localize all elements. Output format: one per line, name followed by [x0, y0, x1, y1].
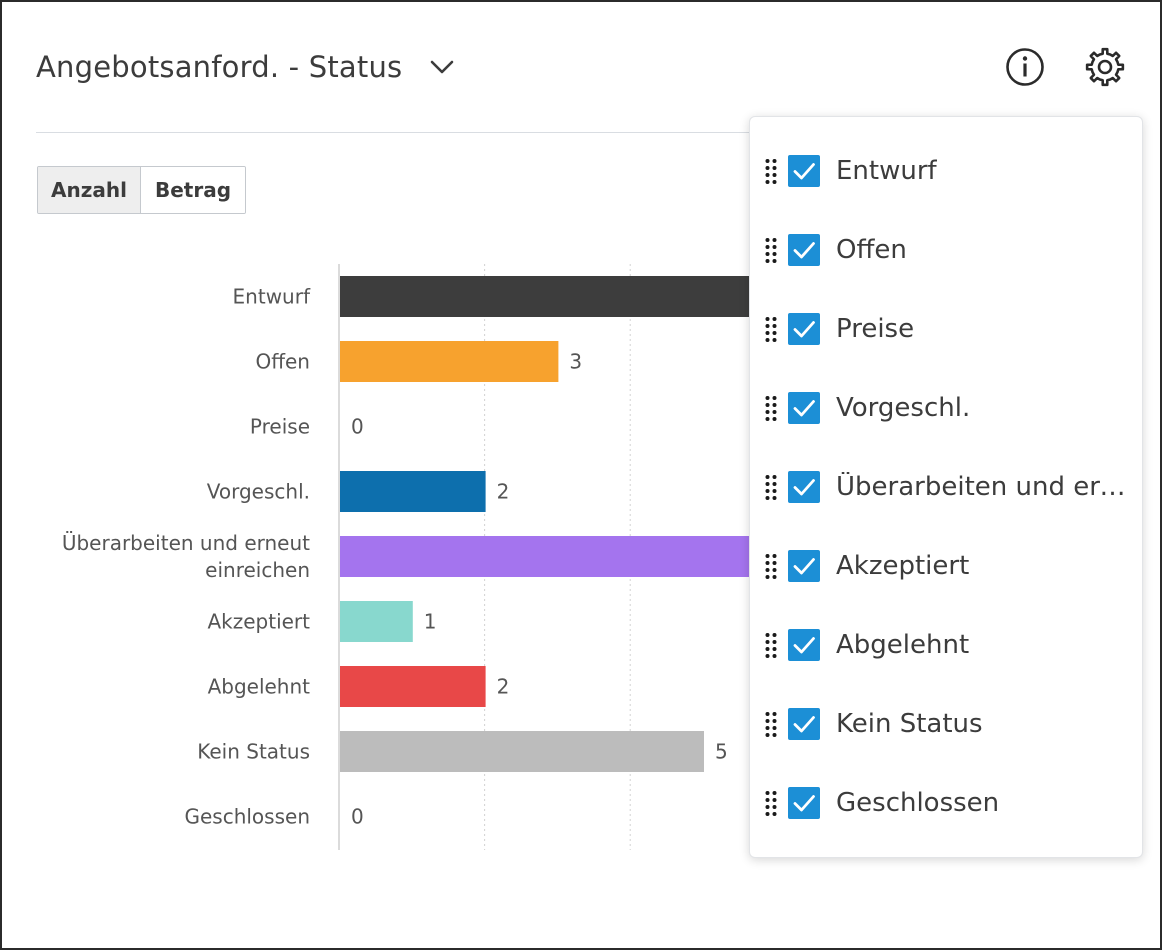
value-label: 0 — [351, 805, 364, 829]
checkbox-checked[interactable] — [788, 708, 820, 740]
widget-title[interactable]: Angebotsanford. - Status — [36, 50, 403, 84]
category-label: Abgelehnt — [208, 675, 311, 699]
chart-bar[interactable] — [340, 276, 762, 317]
series-option[interactable]: Kein Status — [750, 704, 1142, 744]
checkbox-checked[interactable] — [788, 392, 820, 424]
chart-bar[interactable] — [340, 601, 413, 642]
series-option-label: Vorgeschl. — [836, 393, 971, 423]
series-option-label: Abgelehnt — [836, 630, 970, 660]
series-option[interactable]: Akzeptiert — [750, 546, 1142, 586]
chart-bar[interactable] — [340, 536, 762, 577]
chart-bar[interactable] — [340, 666, 486, 707]
category-label: Preise — [250, 415, 310, 439]
status-bar-chart: Entwurf Offen 3 Preise 0 Vorgeschl. 2 Überarbei… — [62, 264, 762, 850]
series-option-label: Offen — [836, 235, 907, 265]
value-label: 0 — [351, 415, 364, 439]
drag-handle-icon[interactable] — [764, 155, 778, 187]
drag-handle-icon[interactable] — [764, 392, 778, 424]
drag-handle-icon[interactable] — [764, 550, 778, 582]
widget-header: Angebotsanford. - Status — [36, 44, 456, 90]
category-label: Akzeptiert — [207, 610, 310, 634]
drag-handle-icon[interactable] — [764, 787, 778, 819]
checkbox-checked[interactable] — [788, 471, 820, 503]
checkbox-checked[interactable] — [788, 234, 820, 266]
chart-bar[interactable] — [340, 341, 559, 382]
series-option[interactable]: Vorgeschl. — [750, 388, 1142, 428]
gear-icon[interactable] — [1084, 46, 1126, 88]
series-option[interactable]: Preise — [750, 309, 1142, 349]
series-option-label: Überarbeiten und ern… — [836, 472, 1136, 502]
drag-handle-icon[interactable] — [764, 708, 778, 740]
value-label: 2 — [497, 675, 510, 699]
drag-handle-icon[interactable] — [764, 313, 778, 345]
series-option[interactable]: Geschlossen — [750, 783, 1142, 823]
value-label: 1 — [424, 610, 437, 634]
drag-handle-icon[interactable] — [764, 234, 778, 266]
series-option[interactable]: Offen — [750, 230, 1142, 270]
chart-bar[interactable] — [340, 731, 704, 772]
chevron-down-icon[interactable] — [428, 53, 456, 81]
checkbox-checked[interactable] — [788, 787, 820, 819]
checkbox-checked[interactable] — [788, 155, 820, 187]
series-option[interactable]: Abgelehnt — [750, 625, 1142, 665]
drag-handle-icon[interactable] — [764, 471, 778, 503]
count-toggle-button[interactable]: Anzahl — [38, 167, 141, 213]
category-label: Offen — [255, 350, 310, 374]
series-option-label: Kein Status — [836, 709, 983, 739]
series-option-label: Entwurf — [836, 156, 937, 186]
category-label: Überarbeiten und erneut einreichen — [62, 531, 310, 582]
series-settings-panel: Entwurf Offen Preise Vorgeschl. Überarbeiten… — [749, 116, 1143, 858]
value-label: 3 — [569, 350, 582, 374]
category-label: Kein Status — [197, 740, 310, 764]
checkbox-checked[interactable] — [788, 313, 820, 345]
metric-toggle: Anzahl Betrag — [37, 166, 246, 214]
category-label: Geschlossen — [184, 805, 310, 829]
value-label: 2 — [497, 480, 510, 504]
header-divider — [36, 132, 756, 133]
info-icon[interactable] — [1004, 46, 1046, 88]
series-option-label: Geschlossen — [836, 788, 1000, 818]
series-option[interactable]: Überarbeiten und ern… — [750, 467, 1142, 507]
category-label: Vorgeschl. — [207, 480, 310, 504]
checkbox-checked[interactable] — [788, 550, 820, 582]
series-option-label: Akzeptiert — [836, 551, 970, 581]
amount-toggle-button[interactable]: Betrag — [141, 167, 245, 213]
chart-bar[interactable] — [340, 471, 486, 512]
series-option-label: Preise — [836, 314, 915, 344]
series-option[interactable]: Entwurf — [750, 151, 1142, 191]
checkbox-checked[interactable] — [788, 629, 820, 661]
category-label: Entwurf — [233, 285, 311, 309]
value-label: 5 — [715, 740, 728, 764]
drag-handle-icon[interactable] — [764, 629, 778, 661]
